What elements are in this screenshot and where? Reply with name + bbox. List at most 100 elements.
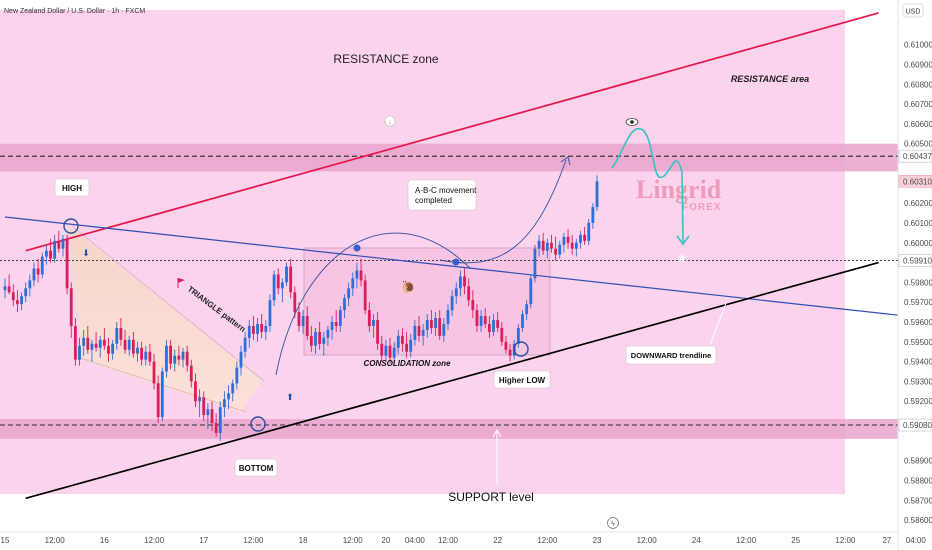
candle-body	[442, 323, 446, 336]
candle-body	[268, 300, 272, 326]
downward-trendline-label-box: DOWNWARD trendline	[625, 345, 717, 365]
candle-body	[467, 286, 471, 301]
candle-body	[405, 343, 408, 352]
abc-arc-right	[439, 159, 567, 264]
candle-body	[314, 331, 317, 346]
y-tick-label: 0.59600	[904, 318, 932, 327]
abc-point-a	[353, 244, 361, 252]
candle-body	[90, 343, 94, 350]
candle-body	[297, 312, 301, 326]
x-tick-label: 12:00	[835, 536, 856, 545]
price-badge	[898, 149, 932, 163]
candle-body	[272, 274, 276, 301]
price-badge-label: 0.60310	[903, 177, 932, 186]
candle-body	[206, 409, 210, 416]
x-tick-label: 20	[381, 536, 390, 545]
candle-body	[475, 310, 479, 326]
flag-icon	[177, 278, 185, 288]
candle-body	[223, 399, 226, 408]
candle-body	[516, 327, 520, 344]
candle-body	[189, 365, 193, 382]
price-badge	[898, 254, 932, 267]
watermark: Lingrid FOREX	[636, 175, 722, 213]
trendlines-layer	[4, 12, 925, 500]
candle-body	[115, 327, 119, 344]
resistance-trendline	[25, 12, 879, 252]
candle-body	[562, 236, 566, 245]
candle-body	[94, 343, 98, 348]
candle-body	[425, 320, 429, 330]
y-tick-label: 0.60500	[904, 140, 932, 149]
candle-body	[210, 409, 214, 424]
candle-body	[372, 320, 375, 326]
high-label-box: HIGH	[54, 178, 90, 197]
candle-body	[28, 280, 32, 289]
candle-body	[86, 337, 90, 350]
candle-body	[57, 240, 61, 249]
candle-body	[521, 314, 524, 328]
support-level-label: SUPPORT level	[448, 490, 534, 504]
candle-body	[454, 288, 458, 297]
y-tick-label: 0.58600	[904, 516, 932, 525]
high-marker	[63, 218, 79, 234]
y-tick-label: 0.58900	[904, 457, 932, 466]
candle-body	[529, 278, 533, 305]
candle-body	[260, 323, 264, 332]
candle-body	[107, 345, 110, 354]
candle-body	[202, 397, 206, 416]
candle-body	[301, 316, 305, 326]
candle-body	[53, 240, 57, 259]
y-tick-label: 0.61000	[904, 41, 932, 50]
candle-body	[479, 316, 483, 326]
currency-label: USD	[906, 9, 921, 16]
x-tick-label: 25	[791, 536, 800, 545]
candle-body	[289, 266, 293, 293]
price-badge	[898, 418, 932, 432]
candle-body	[322, 337, 326, 344]
candle-body	[198, 397, 201, 402]
star-icon: ★	[677, 251, 688, 265]
candle-body	[574, 242, 578, 249]
candle-body	[334, 321, 338, 326]
candle-body	[276, 274, 280, 289]
symbol-title: New Zealand Dollar / U.S. Dollar · 1h · …	[4, 8, 145, 15]
candle-body	[78, 345, 81, 360]
candle-body	[32, 268, 36, 281]
svg-text:↓: ↓	[388, 119, 392, 126]
candle-body	[401, 335, 404, 344]
candle-body	[131, 339, 135, 354]
y-tick-label: 0.59400	[904, 358, 932, 367]
candle-body	[140, 347, 144, 360]
y-tick-label: 0.60600	[904, 120, 932, 129]
candle-body	[463, 276, 466, 287]
up-arrow-icon: ⬆	[286, 392, 294, 402]
y-tick-label: 0.60800	[904, 80, 932, 89]
candles-layer	[3, 175, 599, 441]
watermark-name: Lingrid	[636, 175, 722, 204]
candle-body	[16, 300, 19, 305]
higher-low-label-box: Higher LOW	[493, 370, 551, 389]
candle-body	[293, 292, 297, 313]
candle-body	[102, 339, 106, 346]
candle-body	[247, 325, 251, 338]
candle-body	[165, 345, 168, 372]
zone-band	[0, 419, 898, 439]
bottom-label: BOTTOM	[239, 464, 274, 473]
candle-body	[231, 383, 235, 394]
down-arrow-icon: ⬇	[82, 248, 90, 258]
candle-body	[508, 349, 512, 356]
zones-layer	[0, 143, 898, 439]
downtrend-trendline	[4, 216, 925, 319]
snail-icon: 🐌	[401, 280, 416, 294]
candle-body	[554, 248, 558, 255]
candle-body	[173, 355, 177, 364]
candle-body	[285, 266, 288, 283]
candle-body	[500, 327, 504, 342]
price-badge-label: 0.59910	[903, 257, 932, 266]
candle-body	[98, 339, 102, 348]
svg-text:ϟ: ϟ	[611, 521, 615, 528]
candle-body	[11, 292, 15, 301]
candle-body	[69, 288, 73, 326]
candle-body	[152, 361, 156, 384]
y-tick-label: 0.60000	[904, 239, 932, 248]
